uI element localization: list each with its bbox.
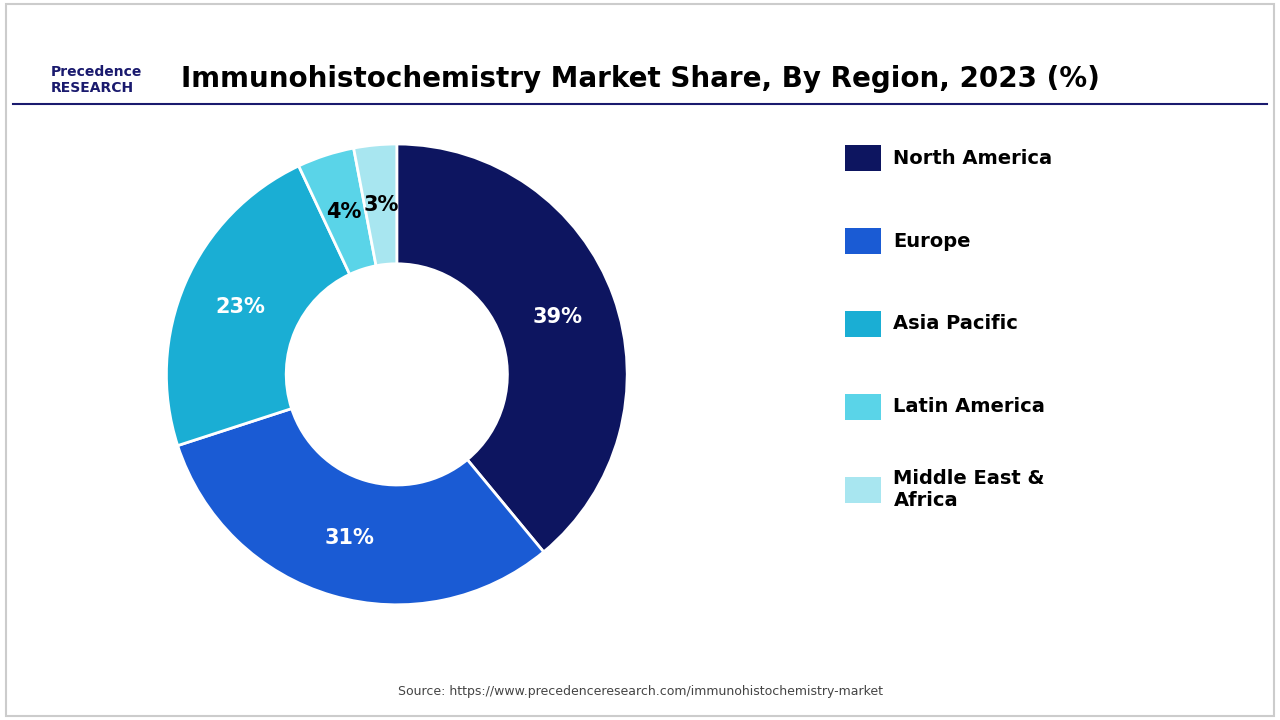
Text: 3%: 3% (364, 194, 398, 215)
Wedge shape (166, 166, 349, 446)
Text: Asia Pacific: Asia Pacific (893, 315, 1019, 333)
Text: 23%: 23% (215, 297, 265, 317)
Text: Precedence
RESEARCH: Precedence RESEARCH (51, 65, 142, 95)
Text: Middle East &
Africa: Middle East & Africa (893, 469, 1044, 510)
Text: Latin America: Latin America (893, 397, 1046, 416)
Text: North America: North America (893, 149, 1052, 168)
Wedge shape (298, 148, 376, 274)
Text: Source: https://www.precedenceresearch.com/immunohistochemistry-market: Source: https://www.precedenceresearch.c… (398, 685, 882, 698)
Text: 39%: 39% (532, 307, 582, 327)
Text: 4%: 4% (326, 202, 362, 222)
Text: Immunohistochemistry Market Share, By Region, 2023 (%): Immunohistochemistry Market Share, By Re… (180, 65, 1100, 93)
Wedge shape (353, 144, 397, 266)
Wedge shape (397, 144, 627, 552)
Wedge shape (178, 408, 544, 605)
Text: 31%: 31% (324, 528, 374, 548)
Text: Europe: Europe (893, 232, 972, 251)
